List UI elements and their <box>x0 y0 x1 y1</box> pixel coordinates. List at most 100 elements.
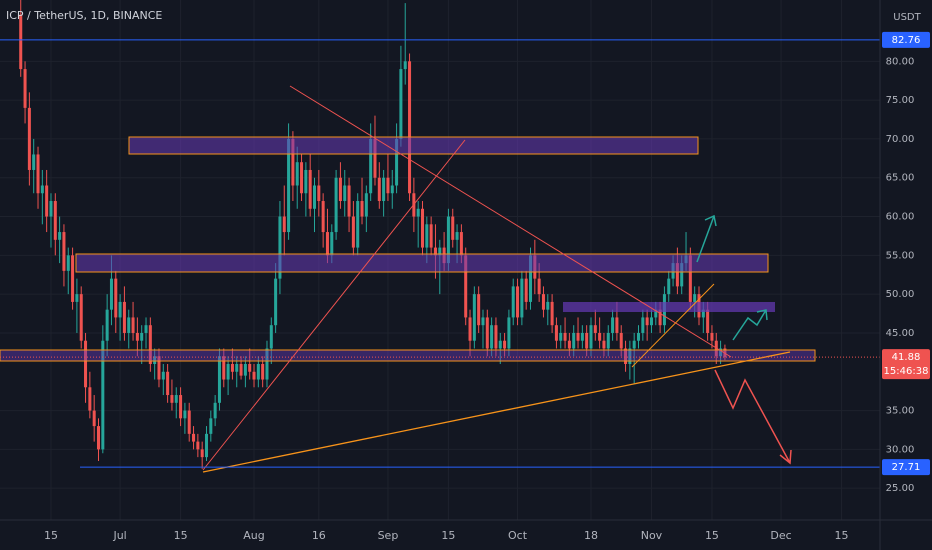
last-price-label: 41.88 <box>892 352 921 363</box>
candle-body <box>269 325 273 349</box>
candle-body <box>429 224 433 248</box>
candle-body <box>580 332 584 341</box>
candle-body <box>701 309 705 318</box>
candle-body <box>680 263 684 287</box>
candle-body <box>105 309 109 341</box>
candle-body <box>498 340 502 349</box>
candle-body <box>451 216 455 240</box>
y-tick-label: 80.00 <box>886 56 915 67</box>
candle-body <box>615 317 619 333</box>
candle-body <box>312 185 317 209</box>
candle-body <box>101 340 105 450</box>
x-tick-label: 15 <box>835 529 849 542</box>
candle-body <box>226 364 230 380</box>
candle-body <box>325 232 329 256</box>
candle-body <box>148 325 152 364</box>
candle-body <box>360 201 364 217</box>
overlay: 82.76 27.71 41.88 15:46:38 <box>0 31 930 476</box>
candle-body <box>131 317 135 333</box>
candle-body <box>32 154 36 170</box>
candle-body <box>585 332 589 349</box>
candle-body <box>377 177 381 202</box>
candle-body <box>334 177 338 233</box>
price-label-box <box>882 459 930 476</box>
candle-body <box>606 332 610 349</box>
candle-body <box>481 317 485 326</box>
zone <box>75 253 769 273</box>
zone <box>128 136 699 155</box>
candle-body <box>36 154 40 194</box>
candle-body <box>459 232 463 256</box>
candle-body <box>399 69 403 139</box>
candle-body <box>693 294 697 302</box>
arrow-head <box>704 214 717 227</box>
candle-body <box>433 247 437 256</box>
candle-body <box>628 348 632 364</box>
y-tick-label: 25.00 <box>886 483 915 494</box>
candle-body <box>157 356 161 380</box>
candle-body <box>84 340 88 388</box>
candles <box>19 0 727 469</box>
candle-body <box>278 216 282 279</box>
candle-body <box>455 232 459 240</box>
x-tick-label: 15 <box>44 529 58 542</box>
candle-body <box>528 255 533 302</box>
candle-body <box>347 185 351 217</box>
candle-body <box>230 364 234 372</box>
arrow <box>714 369 791 464</box>
candle-body <box>351 216 355 248</box>
candle-body <box>118 301 122 318</box>
candle-body <box>524 278 528 302</box>
candle-body <box>239 364 243 376</box>
candle-body <box>356 201 360 248</box>
candle-body <box>490 325 494 349</box>
x-tick-label: Jul <box>112 529 126 542</box>
candle-body <box>261 364 265 380</box>
y-tick-label: 45.00 <box>886 328 915 339</box>
candle-body <box>343 185 347 202</box>
y-tick-label: 75.00 <box>886 95 915 106</box>
candle-body <box>66 255 70 271</box>
candle-body <box>667 278 671 295</box>
candle-body <box>192 433 196 442</box>
candle-body <box>295 162 299 186</box>
arrow-head <box>779 449 792 465</box>
currency-box <box>890 8 924 25</box>
y-tick-label: 60.00 <box>886 212 915 223</box>
candle-body <box>92 410 96 427</box>
candle-body <box>420 208 425 248</box>
x-tick-label: Nov <box>641 529 663 542</box>
drawings <box>0 85 816 473</box>
candle-body <box>75 294 79 302</box>
candle-body <box>235 364 239 372</box>
candle-body <box>658 309 662 326</box>
candle-body <box>287 138 291 233</box>
y-tick-label: 65.00 <box>886 173 915 184</box>
candle-body <box>58 232 62 240</box>
candle-body <box>49 201 53 217</box>
arrow-head <box>756 309 768 321</box>
candle-body <box>520 278 524 318</box>
candle-body <box>641 317 645 333</box>
candle-body <box>330 232 334 256</box>
candle-body <box>166 371 170 396</box>
candle-body <box>541 294 545 310</box>
candle-body <box>153 356 157 364</box>
candle-body <box>503 340 507 349</box>
candle-body <box>109 278 113 310</box>
zone <box>0 349 816 362</box>
candle-body <box>438 247 442 256</box>
candle-body <box>598 332 602 341</box>
candle-body <box>477 294 481 326</box>
candle-body <box>403 61 407 70</box>
candle-body <box>464 255 468 318</box>
arrow <box>696 215 715 263</box>
candle-body <box>291 138 295 186</box>
candle-body <box>369 138 373 194</box>
x-tick-label: 18 <box>584 529 598 542</box>
x-tick-label: Oct <box>508 529 528 542</box>
candle-body <box>338 177 342 202</box>
candle-body <box>183 410 187 419</box>
candle-body <box>96 426 101 450</box>
last-price-box <box>882 349 930 380</box>
